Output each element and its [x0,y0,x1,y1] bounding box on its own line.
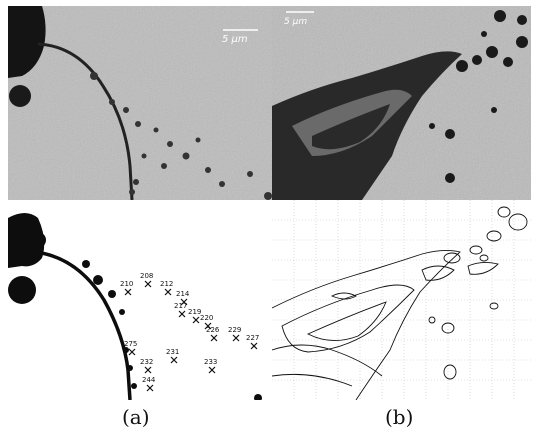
marker-cross [128,348,136,356]
scale-label-a: 5 μm [222,34,248,45]
marker-cross [250,342,258,350]
particle-marker: 208 [140,272,153,288]
scale-label-b: 5 μm [284,17,307,27]
contour-map [272,200,531,400]
particle-marker: 232 [140,358,153,374]
marker-cross [180,298,188,306]
particle-marker: 214 [176,290,190,306]
marker-cross [208,366,216,374]
marker-label: 244 [142,376,156,384]
marker-label: 232 [140,358,153,366]
particle-marker: 217 [174,302,187,318]
marker-cross [192,316,200,324]
marker-cross [170,356,178,364]
marker-label: 208 [140,272,153,280]
particle-marker: 212 [160,280,173,296]
particle-marker: 229 [228,326,241,342]
particle-marker: 220 [200,314,213,330]
particle-marker: 244 [142,376,156,392]
micrograph-b: 5 μm [272,6,531,200]
marker-label: 210 [120,280,133,288]
particle-marker: 275 [124,340,137,356]
marker-label: 212 [160,280,173,288]
marker-cross [124,288,132,296]
marker-label: 233 [204,358,217,366]
particle-marker: 233 [204,358,217,374]
marker-label: 214 [176,290,190,298]
micrograph-a: 5 μm [8,6,272,200]
marker-label: 219 [188,308,201,316]
particle-marker: 231 [166,348,179,364]
marker-label: 217 [174,302,187,310]
marker-cross [144,280,152,288]
marker-cross [144,366,152,374]
marker-cross [232,334,240,342]
marker-cross [164,288,172,296]
particle-marker: 219 [188,308,201,324]
marker-cross [146,384,154,392]
marker-label: 229 [228,326,241,334]
marker-label: 220 [200,314,213,322]
marker-label: 226 [206,326,220,334]
particle-marker: 226 [206,326,220,342]
marker-label: 275 [124,340,137,348]
caption-a: (a) [122,405,150,429]
marker-label: 227 [246,334,259,342]
marker-cross [204,322,212,330]
marker-cross [210,334,218,342]
marker-label: 231 [166,348,179,356]
particle-marker: 227 [246,334,259,350]
particle-map: 208 210 212 214 217 219 220 226 229 227 275 231 232 2… [8,200,272,400]
marker-cross [178,310,186,318]
caption-b: (b) [385,405,414,429]
particle-marker: 210 [120,280,133,296]
